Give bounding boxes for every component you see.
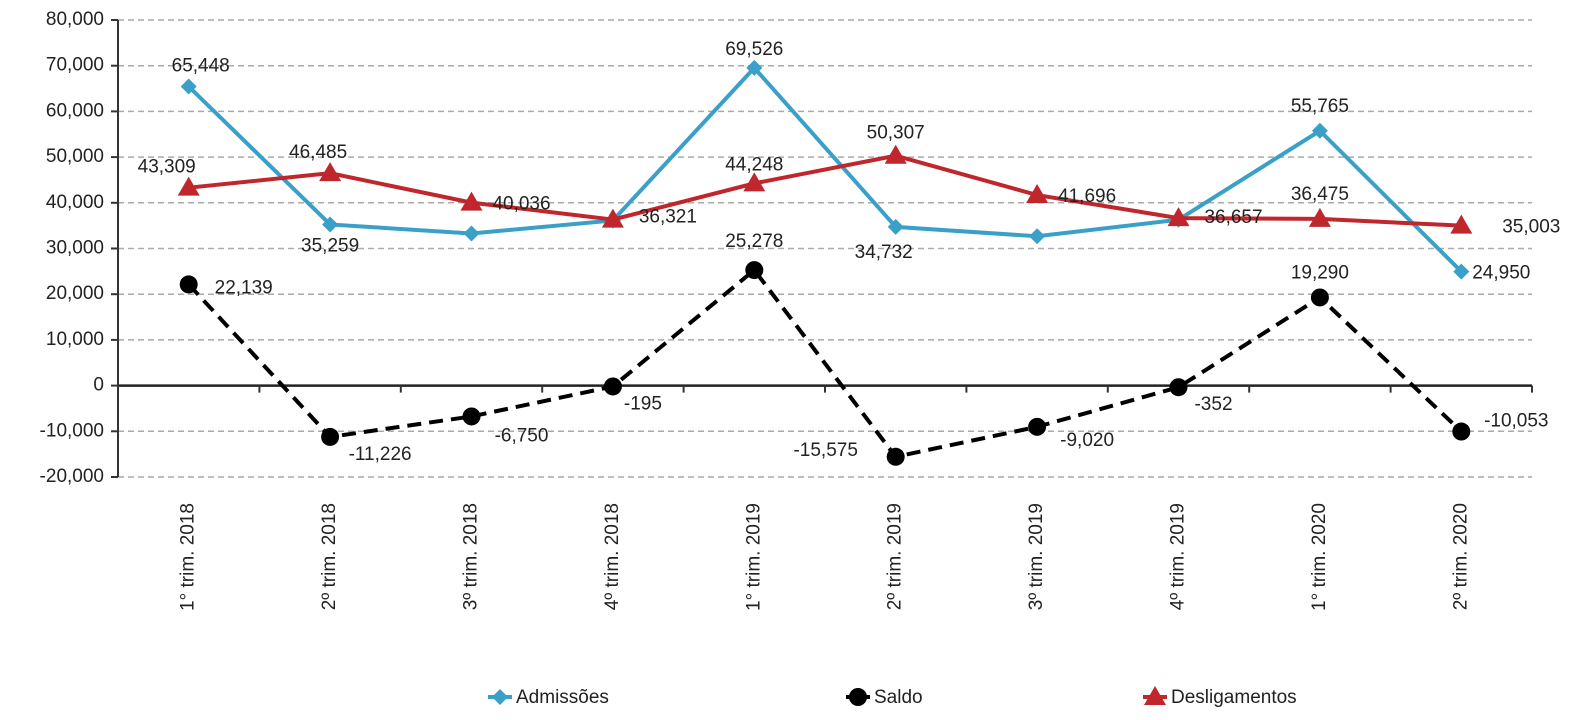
data-point xyxy=(1169,378,1188,397)
data-point xyxy=(886,447,905,466)
legend-marker xyxy=(1144,686,1166,705)
data-point xyxy=(745,261,764,280)
data-point xyxy=(1029,228,1046,245)
data-label: -11,226 xyxy=(349,444,412,465)
data-label: 65,448 xyxy=(172,56,230,77)
data-label: -10,053 xyxy=(1484,411,1548,432)
data-point xyxy=(603,377,622,396)
data-point xyxy=(179,275,198,294)
y-tick-label: 40,000 xyxy=(46,192,104,213)
y-tick-label: 70,000 xyxy=(46,55,104,76)
data-point xyxy=(746,59,763,76)
y-tick-label: 20,000 xyxy=(46,283,104,304)
data-label: 36,321 xyxy=(639,207,697,228)
data-label: 22,139 xyxy=(215,277,273,298)
x-tick-label: 2º trim. 2018 xyxy=(319,503,340,610)
data-point xyxy=(884,144,907,164)
data-point xyxy=(743,172,766,192)
legend-label: Admissões xyxy=(516,687,609,708)
y-tick-label: 80,000 xyxy=(46,9,104,30)
data-label: 50,307 xyxy=(867,123,925,144)
y-tick-label: -20,000 xyxy=(40,466,104,487)
data-label: 24,950 xyxy=(1472,263,1530,284)
data-point xyxy=(1311,122,1328,139)
data-label: -352 xyxy=(1194,394,1232,415)
data-point xyxy=(463,225,480,242)
data-point xyxy=(462,407,481,426)
data-point xyxy=(180,78,197,95)
legend-label: Desligamentos xyxy=(1171,687,1297,708)
data-point xyxy=(887,218,904,235)
data-point xyxy=(1026,184,1049,204)
data-label: 46,485 xyxy=(289,142,347,163)
x-tick-label: 1° trim. 2019 xyxy=(743,503,764,611)
data-label: 35,003 xyxy=(1502,217,1560,238)
series-line xyxy=(187,64,1463,273)
data-label: -9,020 xyxy=(1060,430,1114,451)
data-point xyxy=(321,427,340,446)
data-label: 69,526 xyxy=(725,39,783,60)
data-label: 19,290 xyxy=(1291,262,1349,283)
x-tick-label: 3º trim. 2018 xyxy=(461,503,482,610)
x-tick-label: 1° trim. 2020 xyxy=(1309,503,1330,611)
data-point xyxy=(1450,214,1473,234)
data-label: 41,696 xyxy=(1058,186,1116,207)
data-point xyxy=(1452,422,1471,441)
data-label: -6,750 xyxy=(495,425,549,446)
legend-label: Saldo xyxy=(874,687,923,708)
data-label: 35,259 xyxy=(301,235,359,256)
y-tick-label: -10,000 xyxy=(40,420,104,441)
series-line xyxy=(187,267,1463,459)
data-label: 43,309 xyxy=(138,157,196,178)
data-point xyxy=(322,216,339,233)
x-tick-label: 2º trim. 2020 xyxy=(1450,503,1471,610)
data-point xyxy=(1310,288,1329,307)
data-label: 36,475 xyxy=(1291,184,1349,205)
y-tick-label: 60,000 xyxy=(46,100,104,121)
data-point xyxy=(1167,207,1190,227)
y-tick-label: 50,000 xyxy=(46,146,104,167)
data-point xyxy=(319,162,342,182)
data-label: 55,765 xyxy=(1291,96,1349,117)
data-label: -195 xyxy=(624,394,662,415)
legend-marker xyxy=(492,689,508,705)
x-tick-label: 4º trim. 2019 xyxy=(1168,503,1189,610)
data-point xyxy=(177,176,200,196)
data-point xyxy=(601,208,624,228)
y-tick-label: 10,000 xyxy=(46,329,104,350)
data-label: -15,575 xyxy=(793,440,857,461)
series-line xyxy=(188,153,1462,228)
data-point xyxy=(1308,207,1331,227)
data-label: 44,248 xyxy=(725,154,783,175)
y-tick-label: 30,000 xyxy=(46,238,104,259)
data-label: 25,278 xyxy=(725,231,783,252)
data-label: 34,732 xyxy=(855,242,913,263)
x-tick-label: 2º trim. 2019 xyxy=(885,503,906,610)
data-point xyxy=(460,191,483,211)
data-label: 40,036 xyxy=(492,194,550,215)
x-tick-label: 1° trim. 2018 xyxy=(178,503,199,611)
data-point xyxy=(1453,263,1470,280)
legend-marker xyxy=(849,688,867,706)
data-label: 36,657 xyxy=(1204,207,1262,228)
y-tick-label: 0 xyxy=(93,375,104,396)
data-point xyxy=(1028,417,1047,436)
x-tick-label: 3º trim. 2019 xyxy=(1026,503,1047,610)
x-tick-label: 4º trim. 2018 xyxy=(602,503,623,610)
